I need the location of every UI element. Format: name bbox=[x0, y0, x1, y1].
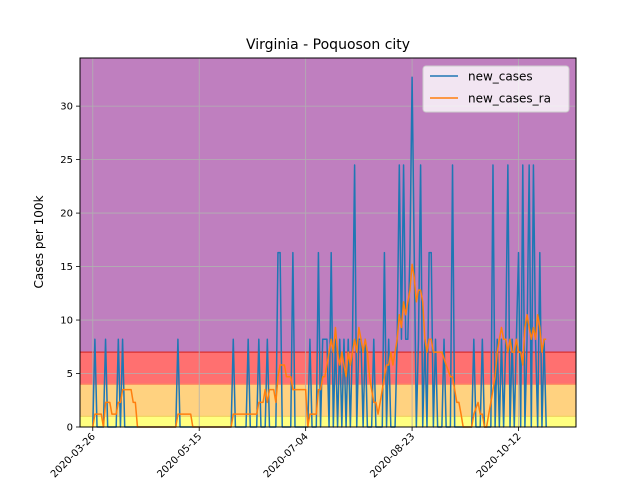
y-tick-label: 5 bbox=[67, 369, 73, 380]
series-line-new-cases-ra bbox=[92, 263, 547, 428]
legend-label-new-cases-ra: new_cases_ra bbox=[468, 92, 551, 106]
y-tick-label: 20 bbox=[60, 209, 73, 220]
y-tick-label: 30 bbox=[60, 102, 73, 113]
x-tick-label: 2020-08-23 bbox=[368, 431, 417, 480]
x-axis: 2020-03-26 2020-05-15 2020-07-04 2020-08-23… bbox=[49, 427, 524, 480]
y-tick-label: 10 bbox=[60, 316, 73, 327]
plot-frame bbox=[79, 57, 577, 428]
x-tick-label: 2020-07-04 bbox=[262, 431, 311, 480]
legend-label-new-cases: new_cases bbox=[468, 70, 533, 84]
y-axis-label: Cases per 100k bbox=[32, 195, 46, 288]
risk-band-0 bbox=[80, 416, 576, 427]
chart-title: Virginia - Poquoson city bbox=[246, 37, 410, 53]
legend-box bbox=[422, 65, 570, 113]
legend: new_cases new_cases_ra bbox=[422, 65, 570, 113]
y-axis: 0 5 10 15 20 25 30 bbox=[60, 102, 80, 434]
x-tick-label: 2020-05-15 bbox=[155, 431, 204, 480]
y-tick-label: 15 bbox=[60, 262, 73, 273]
y-tick-label: 0 bbox=[67, 423, 73, 434]
x-tick-label: 2020-03-26 bbox=[49, 431, 98, 480]
x-tick-label: 2020-10-12 bbox=[475, 431, 524, 480]
y-tick-label: 25 bbox=[60, 155, 73, 166]
